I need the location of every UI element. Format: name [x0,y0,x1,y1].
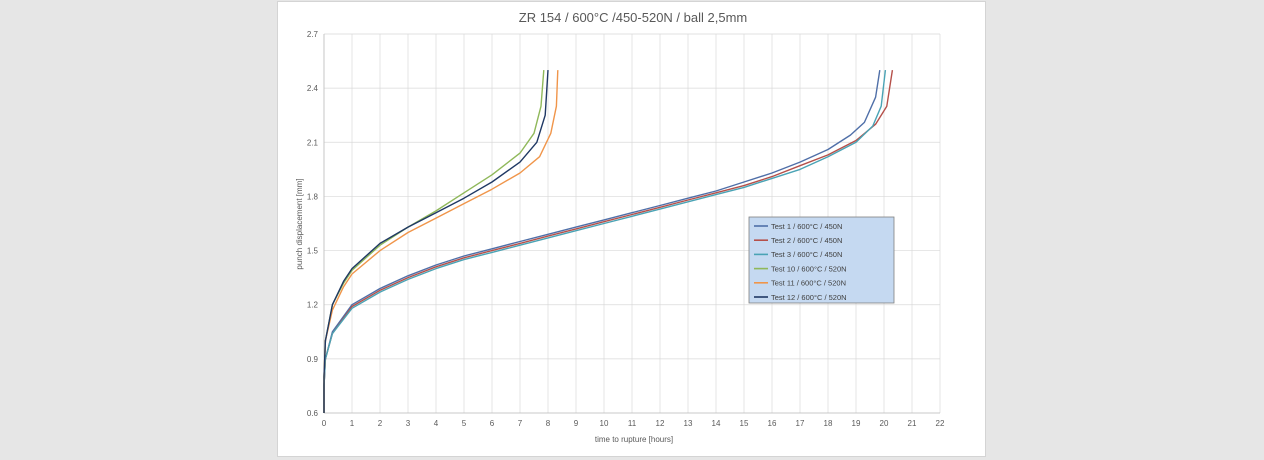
series-lines [323,69,894,413]
x-tick-label: 0 [322,419,327,428]
series-line-3 [323,70,887,413]
y-tick-label: 0.9 [307,355,319,364]
x-tick-label: 7 [518,419,523,428]
series-line-1 [323,69,881,413]
y-tick-label: 2.7 [307,30,319,39]
legend-entry: Test 10 / 600°C / 520N [771,264,847,273]
chart-title: ZR 154 / 600°C /450-520N / ball 2,5mm [519,10,747,25]
x-tick-label: 20 [880,419,889,428]
x-tick-label: 8 [546,419,551,428]
chart-area: ZR 154 / 600°C /450-520N / ball 2,5mm 0 1… [277,1,986,457]
x-tick-label: 19 [852,419,861,428]
series-line-2 [323,69,894,413]
legend-entry: Test 2 / 600°C / 450N [771,236,842,245]
x-tick-label: 1 [350,419,355,428]
axes [323,34,940,414]
x-tick-label: 4 [434,419,439,428]
series-line-6 [323,70,549,413]
x-tick-label: 18 [824,419,833,428]
legend-entry: Test 11 / 600°C / 520N [771,279,846,288]
y-tick-label: 1.2 [307,301,319,310]
y-tick-label: 2.4 [307,84,319,93]
x-tick-label: 6 [490,419,495,428]
x-tick-label: 5 [462,419,467,428]
x-tick-label: 15 [740,419,749,428]
legend-entry: Test 1 / 600°C / 450N [771,222,842,231]
chart-svg: ZR 154 / 600°C /450-520N / ball 2,5mm 0 1… [295,10,945,444]
series-line-5 [323,70,559,413]
x-tick-label: 13 [684,419,693,428]
legend: Test 1 / 600°C / 450N Test 2 / 600°C / 45… [748,216,895,304]
x-tick-labels: 0 1 2 3 4 5 6 7 8 9 10 11 12 13 14 15 16 17 18 19 20 21 22 [322,419,945,428]
y-tick-labels: 0.6 0.9 1.2 1.5 1.8 2.1 2.4 2.7 [307,30,319,418]
x-tick-label: 2 [378,419,383,428]
x-tick-label: 17 [796,419,805,428]
x-tick-label: 14 [712,419,721,428]
y-axis-label: punch displacement [mm] [295,178,304,269]
legend-box [748,216,895,304]
x-tick-label: 22 [936,419,945,428]
series-line-4 [323,70,545,413]
y-tick-label: 1.8 [307,192,319,201]
x-tick-label: 12 [656,419,665,428]
x-tick-label: 3 [406,419,411,428]
x-tick-label: 11 [628,419,637,428]
x-tick-label: 16 [768,419,777,428]
gridlines [323,33,941,414]
x-axis-label: time to rupture [hours] [595,435,673,444]
y-tick-label: 1.5 [307,247,319,256]
legend-entry: Test 3 / 600°C / 450N [771,250,842,259]
legend-entry: Test 12 / 600°C / 520N [771,293,847,302]
y-tick-label: 2.1 [307,138,319,147]
x-tick-label: 9 [574,419,579,428]
x-tick-label: 21 [908,419,917,428]
y-tick-label: 0.6 [307,409,319,418]
x-tick-label: 10 [600,419,609,428]
